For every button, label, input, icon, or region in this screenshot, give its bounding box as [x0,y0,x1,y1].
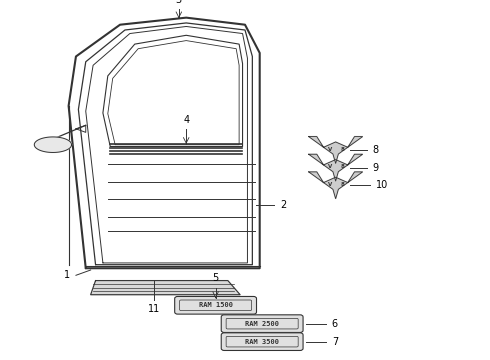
Polygon shape [34,137,72,153]
Text: 1: 1 [64,270,70,280]
Text: 4: 4 [183,114,189,125]
Text: V: V [328,165,332,170]
FancyBboxPatch shape [221,315,303,333]
Text: 2: 2 [280,200,287,210]
Text: RAM 2500: RAM 2500 [245,321,279,327]
Text: 8: 8 [341,182,344,187]
Polygon shape [309,136,363,163]
Text: 9: 9 [372,163,378,173]
Text: 5: 5 [213,273,219,283]
Text: V: V [328,182,332,187]
Polygon shape [309,172,363,199]
Polygon shape [309,154,363,181]
Polygon shape [91,280,240,295]
Polygon shape [103,35,243,147]
FancyBboxPatch shape [221,333,303,351]
Text: 8: 8 [341,165,344,170]
Text: 8: 8 [372,145,378,155]
Text: 8: 8 [341,147,344,152]
Text: 6: 6 [332,319,338,329]
Text: 10: 10 [376,180,388,190]
FancyBboxPatch shape [174,297,256,314]
Text: 3: 3 [176,0,182,5]
Text: V: V [328,147,332,152]
Text: 11: 11 [148,304,161,314]
Text: RAM 1500: RAM 1500 [198,302,233,308]
Text: RAM 3500: RAM 3500 [245,339,279,345]
Polygon shape [86,27,247,263]
Text: 7: 7 [332,337,338,347]
